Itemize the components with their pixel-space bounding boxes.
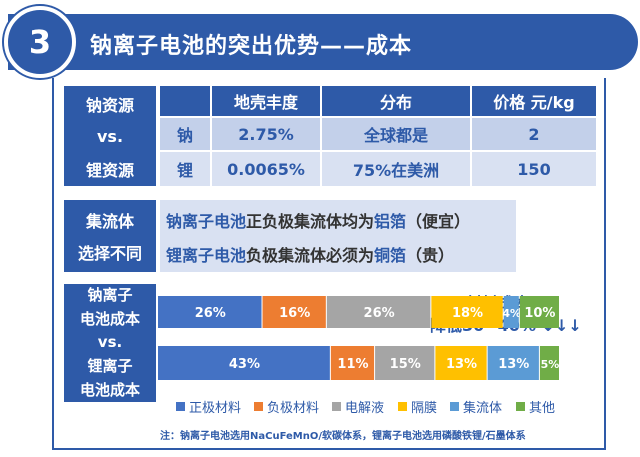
bar-data-label: 13% [498, 357, 529, 372]
legend-label: 负极材料 [267, 401, 319, 416]
label-line: 集流体 [85, 212, 134, 231]
table-header-blank [160, 86, 210, 116]
label-line: vs. [96, 126, 124, 146]
bar-data-label: 26% [364, 306, 395, 321]
bar-data-label: 15% [390, 357, 421, 372]
row-element-lithium: 锂 [160, 152, 210, 186]
bar-segment-lithium-1 [330, 346, 375, 380]
resource-comparison-label: 钠资源 vs. 锂资源 [64, 86, 156, 186]
legend-swatch [398, 402, 407, 411]
legend-label: 其他 [529, 401, 555, 416]
footnote: 注：钠离子电池选用NaCuFeMnO/软碳体系，锂离子电池选用磷酸铁锂/石墨体系 [160, 431, 526, 442]
cell-distribution-lithium: 75%在美洲 [322, 152, 470, 186]
legend-label: 集流体 [463, 400, 502, 416]
highlight-text: 铝箔 [374, 212, 407, 231]
bar-segment-lithium-0 [158, 346, 330, 380]
section-number-badge: 3 [4, 6, 76, 78]
bar-data-label: 26% [195, 306, 226, 321]
label-line: 电池成本 [79, 309, 140, 328]
bar-data-label: 18% [452, 306, 483, 321]
bar-data-label: 11% [337, 357, 368, 372]
note-text: 负极集流体必须为 [246, 246, 375, 265]
current-collector-note-box [160, 200, 516, 272]
legend-label: 隔膜 [411, 401, 437, 416]
bar-data-label: 43% [229, 357, 260, 372]
cell-abundance-sodium: 2.75% [212, 118, 320, 150]
highlight-text: 锂离子电池 [166, 246, 247, 265]
legend-swatch [332, 402, 341, 411]
highlight-text: 铜箔 [374, 246, 407, 265]
legend-swatch [176, 402, 185, 411]
legend-swatch [450, 402, 459, 411]
bar-segment-sodium-0 [158, 296, 262, 328]
label-line: 电池成本 [79, 380, 140, 399]
bar-segment-sodium-2 [326, 296, 431, 328]
bar-data-label: 5% [541, 358, 560, 371]
note-text: （贵） [406, 246, 455, 265]
bar-segment-sodium-4 [503, 296, 519, 328]
current-collector-label: 集流体 选择不同 [64, 200, 156, 272]
cell-abundance-lithium: 0.0065% [212, 152, 320, 186]
bar-data-label: 16% [279, 306, 310, 321]
bar-data-label: 4% [502, 307, 521, 320]
row-element-sodium: 钠 [160, 118, 210, 150]
highlight-text: 钠离子电池 [166, 212, 247, 231]
legend-swatch [516, 402, 525, 411]
cell-price-sodium: 2 [472, 118, 596, 150]
bar-segment-lithium-3 [435, 346, 487, 380]
label-line: 钠资源 [85, 95, 134, 115]
note-text: 正负极集流体均为 [246, 212, 375, 231]
legend-label: 电解液 [345, 401, 384, 416]
column-header-distribution: 分布 [322, 86, 470, 116]
title-banner [8, 14, 638, 70]
cell-distribution-sodium: 全球都是 [322, 118, 470, 150]
legend-swatch [254, 402, 263, 411]
collector-note-lithium: 锂离子电池负极集流体必须为铜箔（贵） [166, 242, 454, 266]
slide-title: 钠离子电池的突出优势——成本 [90, 34, 413, 59]
column-header-abundance: 地壳丰度 [212, 86, 320, 116]
label-line: 锂资源 [85, 160, 134, 180]
label-line: vs. [97, 333, 123, 352]
bar-segment-lithium-4 [487, 346, 539, 380]
cost-comparison-label: 钠离子 电池成本 vs. 锂离子 电池成本 [64, 284, 156, 402]
column-header-price: 价格 元/kg [472, 86, 596, 116]
collector-note-sodium: 钠离子电池正负极集流体均为铝箔（便宜） [166, 208, 470, 232]
bar-segment-sodium-5 [519, 296, 559, 328]
cell-price-lithium: 150 [472, 152, 596, 186]
bar-segment-lithium-2 [375, 346, 435, 380]
label-line: 选择不同 [77, 244, 142, 263]
bar-segment-sodium-1 [262, 296, 326, 328]
bar-data-label: 10% [524, 306, 555, 321]
legend-label: 正极材料 [189, 401, 241, 416]
bar-data-label: 13% [446, 357, 477, 372]
label-line: 钠离子 [87, 286, 133, 305]
bar-segment-sodium-3 [431, 296, 503, 328]
note-text: （便宜） [406, 212, 471, 231]
bar-segment-lithium-5 [539, 346, 559, 380]
label-line: 锂离子 [87, 356, 133, 375]
